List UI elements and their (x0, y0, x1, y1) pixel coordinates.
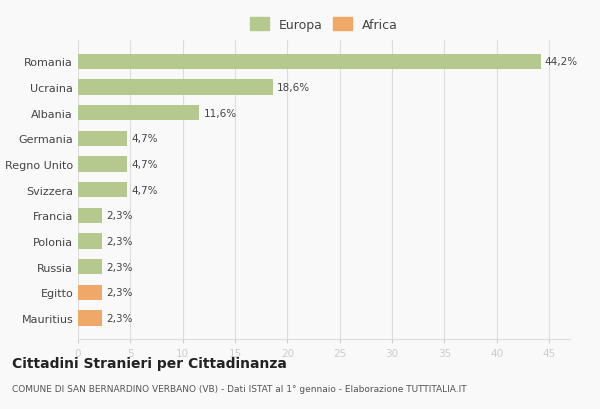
Bar (78, 182, 127, 198)
Bar (78, 285, 102, 300)
Bar (78, 106, 199, 121)
Text: 4,7%: 4,7% (131, 134, 158, 144)
Bar (78, 157, 127, 172)
Text: 11,6%: 11,6% (203, 108, 237, 118)
Text: COMUNE DI SAN BERNARDINO VERBANO (VB) - Dati ISTAT al 1° gennaio - Elaborazione : COMUNE DI SAN BERNARDINO VERBANO (VB) - … (12, 384, 467, 393)
Bar (78, 259, 102, 275)
Text: 4,7%: 4,7% (131, 185, 158, 195)
Bar (78, 234, 102, 249)
Bar (78, 54, 541, 70)
Bar (78, 80, 273, 95)
Text: 2,3%: 2,3% (106, 262, 133, 272)
Text: 2,3%: 2,3% (106, 211, 133, 221)
Legend: Europa, Africa: Europa, Africa (247, 14, 401, 35)
Text: 2,3%: 2,3% (106, 288, 133, 298)
Text: 18,6%: 18,6% (277, 83, 310, 93)
Text: 2,3%: 2,3% (106, 236, 133, 246)
Text: 4,7%: 4,7% (131, 160, 158, 170)
Text: 44,2%: 44,2% (545, 57, 578, 67)
Text: Cittadini Stranieri per Cittadinanza: Cittadini Stranieri per Cittadinanza (12, 356, 287, 370)
Text: 2,3%: 2,3% (106, 313, 133, 323)
Bar (78, 310, 102, 326)
Bar (78, 131, 127, 147)
Bar (78, 208, 102, 223)
